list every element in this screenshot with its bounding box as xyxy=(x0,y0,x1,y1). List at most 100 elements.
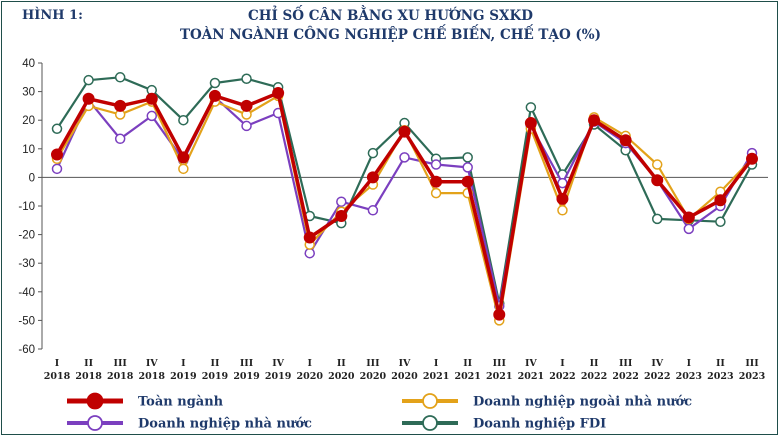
x-tick-quarter: I xyxy=(560,358,565,369)
x-tick-quarter: II xyxy=(84,358,93,369)
x-tick-quarter: I xyxy=(308,358,313,369)
figure-label: HÌNH 1: xyxy=(22,8,83,23)
x-tick-quarter: II xyxy=(590,358,599,369)
data-point xyxy=(714,194,727,207)
data-point xyxy=(209,77,221,89)
data-point xyxy=(682,211,695,224)
x-tick-year: 2022 xyxy=(612,371,638,382)
x-tick-year: 2021 xyxy=(454,371,480,382)
y-tick-label: -40 xyxy=(18,287,35,299)
x-tick-year: 2019 xyxy=(202,371,229,382)
data-point xyxy=(208,89,221,102)
y-tick-label: -10 xyxy=(18,201,35,213)
x-tick-year: 2020 xyxy=(391,371,418,382)
x-tick-year: 2021 xyxy=(518,371,544,382)
x-tick-year: 2019 xyxy=(265,371,292,382)
data-point xyxy=(462,162,473,173)
legend-label: Toàn ngành xyxy=(138,395,224,410)
x-tick-quarter: I xyxy=(434,358,439,369)
x-tick-quarter: IV xyxy=(272,358,284,369)
data-point xyxy=(493,308,506,321)
x-tick-year: 2020 xyxy=(360,371,387,382)
data-point xyxy=(83,74,94,86)
data-point xyxy=(366,171,379,184)
y-tick-label: 40 xyxy=(22,58,35,70)
data-point xyxy=(178,114,189,126)
legend-item-2: Doanh nghiệp ngoài nhà nước xyxy=(402,393,692,410)
x-tick-quarter: II xyxy=(337,358,346,369)
data-point xyxy=(430,187,442,199)
x-tick-quarter: III xyxy=(745,358,759,369)
x-tick-year: 2022 xyxy=(549,371,575,382)
data-point xyxy=(335,210,348,223)
data-point xyxy=(51,123,63,135)
data-point xyxy=(146,110,158,122)
data-point xyxy=(651,213,663,225)
legend-label: Doanh nghiệp nhà nước xyxy=(138,417,312,432)
data-point xyxy=(145,92,158,105)
x-tick-year: 2021 xyxy=(486,371,512,382)
data-point xyxy=(114,72,126,83)
x-tick-year: 2018 xyxy=(139,371,166,382)
data-point xyxy=(367,147,379,159)
x-tick-quarter: II xyxy=(463,358,472,369)
x-tick-quarter: II xyxy=(716,358,725,369)
title-line-2: TOÀN NGÀNH CÔNG NGHIỆP CHẾ BIẾN, CHẾ TẠO… xyxy=(179,27,602,43)
data-point xyxy=(303,231,316,244)
x-tick-year: 2019 xyxy=(170,371,197,382)
series-4 xyxy=(51,87,758,321)
x-tick-year: 2022 xyxy=(581,371,607,382)
series-line xyxy=(56,76,753,305)
y-tick-label: -50 xyxy=(18,315,35,327)
x-tick-year: 2019 xyxy=(233,371,260,382)
y-tick-label: -20 xyxy=(18,230,35,242)
y-tick-label: 30 xyxy=(22,87,35,99)
legend-label: Doanh nghiệp ngoài nhà nước xyxy=(473,395,692,410)
data-point xyxy=(557,177,568,189)
data-point xyxy=(557,205,568,216)
x-tick-quarter: I xyxy=(55,358,60,369)
data-point xyxy=(398,125,411,138)
data-point xyxy=(430,159,442,170)
data-point xyxy=(240,99,253,112)
legend-swatch-marker xyxy=(86,392,104,410)
x-tick-year: 2018 xyxy=(107,371,134,382)
data-point xyxy=(461,175,474,188)
data-point xyxy=(746,152,758,165)
data-point xyxy=(715,216,726,227)
x-tick-quarter: II xyxy=(211,358,220,369)
x-tick-quarter: I xyxy=(181,358,186,369)
data-point xyxy=(51,148,63,161)
x-tick-quarter: IV xyxy=(399,358,411,369)
data-point xyxy=(241,120,252,132)
legend-swatch-marker xyxy=(87,415,103,431)
data-point xyxy=(272,87,285,100)
data-point xyxy=(177,151,190,164)
x-tick-year: 2023 xyxy=(707,371,733,382)
x-tick-year: 2018 xyxy=(44,371,71,382)
x-tick-quarter: IV xyxy=(651,358,663,369)
legend-swatch-marker xyxy=(422,415,438,431)
x-tick-year: 2022 xyxy=(644,371,670,382)
data-point xyxy=(525,102,537,113)
title-line-1: CHỈ SỐ CÂN BẰNG XU HƯỚNG SXKD xyxy=(248,8,533,24)
data-point xyxy=(304,247,315,259)
data-point xyxy=(399,152,410,163)
data-point xyxy=(556,192,569,205)
data-point xyxy=(651,174,664,187)
data-point xyxy=(651,159,663,170)
legend-label: Doanh nghiệp FDI xyxy=(473,417,606,432)
x-tick-year: 2023 xyxy=(676,371,702,382)
y-tick-label: -60 xyxy=(18,344,35,356)
x-tick-quarter: IV xyxy=(525,358,537,369)
x-tick-quarter: III xyxy=(619,358,633,369)
x-tick-quarter: III xyxy=(240,358,254,369)
x-tick-quarter: I xyxy=(687,358,692,369)
axes: 403020100-10-20-30-40-50-60I2018II2018II… xyxy=(18,58,768,382)
series-layer xyxy=(51,72,758,326)
data-point xyxy=(82,92,95,105)
data-point xyxy=(619,134,632,147)
legend: Toàn ngành Doanh nghiệp ngoài nhà nước Doa… xyxy=(67,392,692,432)
